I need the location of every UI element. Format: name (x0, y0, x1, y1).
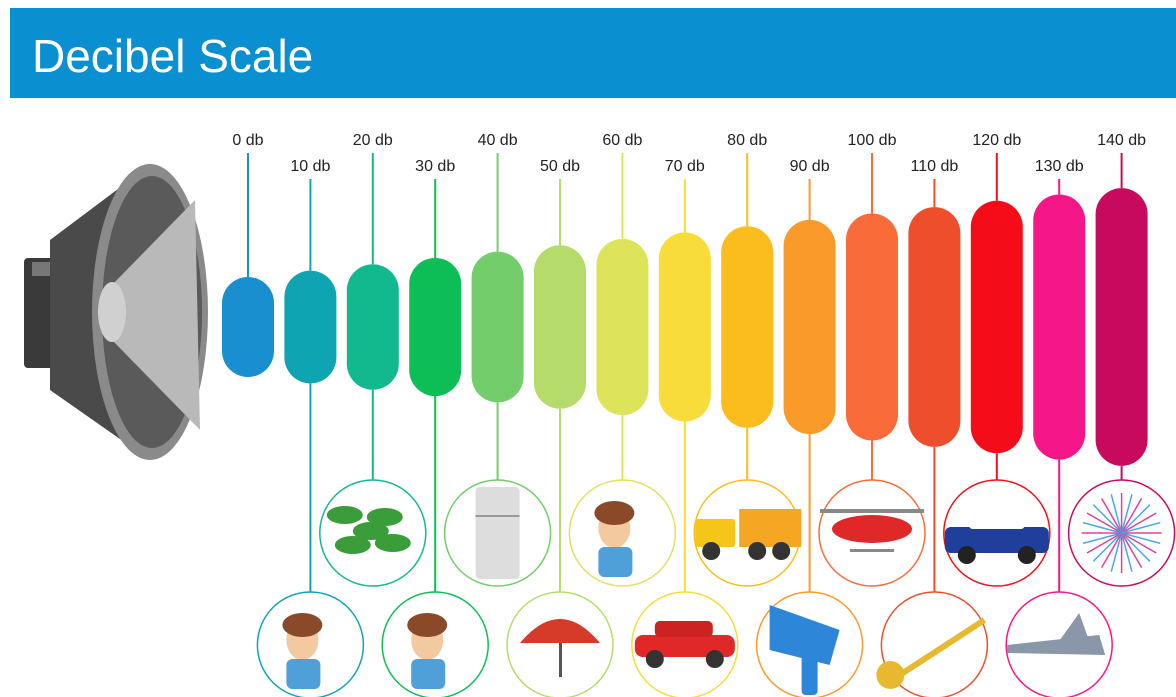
icon-part (598, 547, 632, 577)
level-label: 110 db (911, 158, 959, 175)
icon (476, 487, 520, 579)
icon-part (476, 487, 520, 579)
level-label: 0 db (232, 132, 263, 149)
level-pill (222, 277, 274, 377)
title: Decibel Scale (32, 30, 313, 82)
icon-part (282, 613, 322, 637)
level-label: 50 db (540, 158, 580, 175)
level-pill (596, 239, 648, 415)
icon-part (286, 659, 320, 689)
level-pill (721, 226, 773, 428)
icon (1082, 493, 1162, 573)
icon-part (748, 542, 766, 560)
level-label: 100 db (848, 132, 897, 149)
level-pill (1033, 194, 1085, 459)
icon-part (772, 542, 790, 560)
icon-part (706, 650, 724, 668)
icon-part (702, 542, 720, 560)
icon-part (820, 509, 924, 513)
level-label: 40 db (478, 132, 518, 149)
level-label: 60 db (602, 132, 642, 149)
level-label: 130 db (1035, 158, 1084, 175)
infographic: Decibel Scale 0 db 10 db 20 db 30 db 40 db 50… (0, 0, 1176, 697)
icon-part (850, 549, 894, 552)
level-pill (472, 252, 524, 403)
level-label: 30 db (415, 158, 455, 175)
level-label: 70 db (665, 158, 705, 175)
icon-part (594, 501, 634, 525)
icon-part (655, 621, 713, 637)
icon-part (407, 613, 447, 637)
icon-part (958, 546, 976, 564)
level-pill (784, 220, 836, 434)
level-label: 90 db (790, 158, 830, 175)
level-label: 10 db (290, 158, 330, 175)
level-pill (908, 207, 960, 447)
icon-part (327, 506, 363, 524)
level-pill (659, 233, 711, 422)
level-pill (846, 214, 898, 441)
level-pill (347, 264, 399, 389)
level-label: 80 db (727, 132, 767, 149)
icon-part (476, 515, 520, 517)
level-label: 140 db (1097, 132, 1146, 149)
icon-part (559, 643, 562, 677)
icon-part (969, 511, 1025, 529)
level-pill (284, 271, 336, 384)
icon-part (802, 650, 818, 695)
level-pill (971, 201, 1023, 453)
icon-part (411, 659, 445, 689)
level-label: 120 db (972, 132, 1021, 149)
level-pill (534, 245, 586, 409)
page: Decibel Scale 0 db 10 db 20 db 30 db 40 db 50… (0, 0, 1176, 697)
level-label: 20 db (353, 132, 393, 149)
level-pill (409, 258, 461, 396)
icon-part (1018, 546, 1036, 564)
icon-part (353, 522, 389, 540)
level-pill (1096, 188, 1148, 466)
icon-part (739, 509, 801, 547)
icon-part (832, 515, 912, 543)
icon-part (646, 650, 664, 668)
speaker (24, 164, 208, 460)
icon-part (876, 661, 904, 689)
icon-part (695, 519, 735, 547)
